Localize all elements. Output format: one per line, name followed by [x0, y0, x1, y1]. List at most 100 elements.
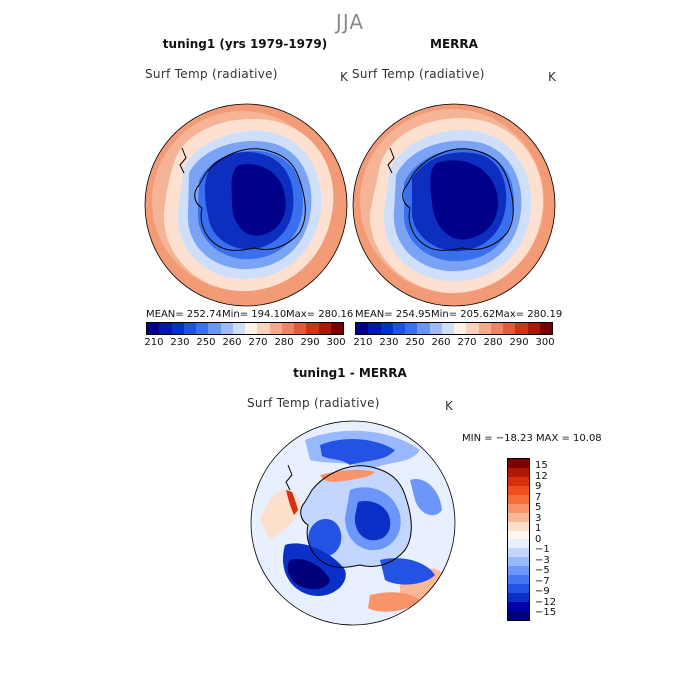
colorbar-tick-label: 3 [535, 512, 542, 524]
panel-2-mean: MEAN= 254.95 [355, 309, 431, 320]
colorbar-swatch [417, 323, 430, 334]
panel-2-colorbar [355, 322, 553, 335]
colorbar-swatch [508, 521, 529, 531]
colorbar-swatch [490, 323, 503, 334]
panel-2-map [352, 103, 556, 307]
colorbar-swatch [183, 323, 196, 334]
colorbar-swatch [196, 323, 209, 334]
diff-map [250, 420, 456, 626]
panel-1-variable: Surf Temp (radiative) [145, 67, 278, 81]
panel-2-max: Max= 280.19 [495, 309, 563, 320]
diff-variable: Surf Temp (radiative) [247, 396, 380, 410]
panel-1-units: K [340, 70, 348, 84]
colorbar-tick-label: −12 [535, 596, 557, 608]
colorbar-tick-label: −5 [535, 565, 550, 576]
colorbar-swatch [508, 602, 529, 611]
colorbar-tick-label: 290 [509, 337, 529, 348]
colorbar-tick-label: 260 [222, 337, 242, 348]
colorbar-swatch [171, 323, 184, 334]
colorbar-swatch [294, 323, 307, 334]
colorbar-swatch [508, 539, 529, 549]
colorbar-swatch [508, 593, 529, 602]
colorbar-swatch [508, 459, 529, 468]
colorbar-tick-label: −9 [535, 586, 550, 597]
colorbar-swatch [159, 323, 172, 334]
colorbar-swatch [281, 323, 294, 334]
panel-2-units: K [548, 70, 556, 84]
colorbar-tick-label: 260 [431, 337, 451, 348]
colorbar-swatch [508, 548, 529, 558]
colorbar-swatch [508, 610, 529, 620]
diff-colorbar-ticks: 15 12 9 7 5 3 1 0 −1 −3 −5 −7 −9 −12 −15 [535, 458, 575, 621]
colorbar-tick-label: 5 [535, 502, 542, 513]
panel-1-min: Min= 194.10 [222, 309, 287, 320]
colorbar-tick-label: 1 [535, 523, 542, 534]
colorbar-swatch [508, 467, 529, 477]
panel-2-title: MERRA [430, 37, 478, 51]
colorbar-swatch [245, 323, 258, 334]
colorbar-tick-label: 0 [535, 533, 542, 545]
colorbar-tick-label: −15 [535, 607, 557, 618]
panel-2-variable: Surf Temp (radiative) [352, 67, 485, 81]
colorbar-tick-label: 270 [248, 337, 268, 348]
colorbar-swatch [392, 323, 405, 334]
colorbar-swatch [508, 530, 529, 540]
colorbar-swatch [466, 323, 479, 334]
panel-1-map [144, 103, 348, 307]
panel-1-title: tuning1 (yrs 1979-1979) [162, 37, 328, 51]
diff-units: K [445, 399, 453, 413]
colorbar-swatch [503, 323, 516, 334]
panel-1-colorbar-ticks: 210 230 250 260 270 280 290 300 [144, 337, 346, 349]
panel-2-colorbar-ticks: 210 230 250 260 270 280 290 300 [353, 337, 555, 349]
colorbar-swatch [454, 323, 467, 334]
colorbar-tick-label: 12 [535, 470, 548, 482]
colorbar-swatch [257, 323, 270, 334]
colorbar-swatch [515, 323, 528, 334]
colorbar-tick-label: 270 [457, 337, 477, 348]
colorbar-swatch [508, 494, 529, 504]
diff-title: tuning1 - MERRA [293, 366, 407, 380]
colorbar-swatch [368, 323, 381, 334]
colorbar-swatch [318, 323, 331, 334]
colorbar-tick-label: 15 [535, 460, 548, 471]
colorbar-tick-label: 230 [379, 337, 399, 348]
colorbar-swatch [508, 557, 529, 567]
colorbar-swatch [429, 323, 442, 334]
colorbar-swatch [147, 323, 160, 334]
colorbar-swatch [220, 323, 233, 334]
panel-1-max: Max= 280.16 [286, 309, 354, 320]
diff-range: MIN = −18.23 MAX = 10.08 [462, 433, 602, 444]
colorbar-tick-label: 280 [274, 337, 294, 348]
colorbar-swatch [508, 512, 529, 522]
colorbar-swatch [405, 323, 418, 334]
colorbar-swatch [527, 323, 540, 334]
colorbar-swatch [356, 323, 369, 334]
colorbar-swatch [508, 584, 529, 594]
colorbar-tick-label: 300 [326, 337, 346, 348]
colorbar-swatch [380, 323, 393, 334]
colorbar-tick-label: 300 [535, 337, 555, 348]
colorbar-swatch [539, 323, 552, 334]
colorbar-tick-label: 7 [535, 491, 542, 503]
colorbar-tick-label: 250 [196, 337, 216, 348]
colorbar-swatch [208, 323, 221, 334]
colorbar-swatch [508, 503, 529, 513]
colorbar-tick-label: 250 [405, 337, 425, 348]
colorbar-swatch [330, 323, 343, 334]
panel-1-mean: MEAN= 252.74 [146, 309, 222, 320]
colorbar-swatch [232, 323, 245, 334]
colorbar-tick-label: 210 [353, 337, 373, 348]
panel-1-colorbar [146, 322, 344, 335]
colorbar-tick-label: −3 [535, 554, 550, 566]
panel-2-min: Min= 205.62 [431, 309, 496, 320]
colorbar-tick-label: −1 [535, 544, 550, 555]
colorbar-swatch [269, 323, 282, 334]
colorbar-tick-label: −7 [535, 575, 550, 587]
colorbar-swatch [478, 323, 491, 334]
colorbar-tick-label: 290 [300, 337, 320, 348]
colorbar-tick-label: 230 [170, 337, 190, 348]
colorbar-swatch [441, 323, 454, 334]
diff-colorbar [507, 458, 530, 621]
colorbar-swatch [508, 485, 529, 495]
season-title: JJA [335, 10, 365, 34]
